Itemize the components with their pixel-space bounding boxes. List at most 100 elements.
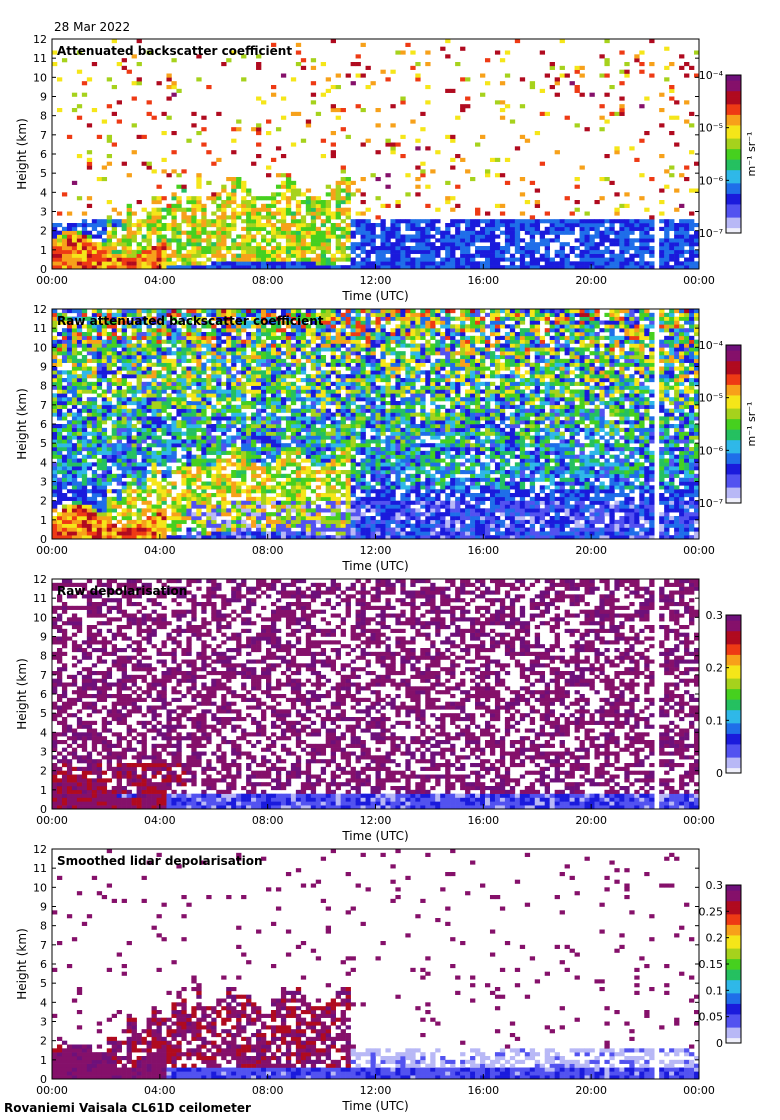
y-tick-label: 8 [40, 380, 47, 393]
colorbar-segment [726, 707, 741, 711]
colorbar-tick-label: 0.2 [706, 932, 724, 945]
x-axis-label: Time (UTC) [341, 829, 408, 843]
colorbar-segment [726, 694, 741, 698]
colorbar-segment [726, 177, 741, 181]
colorbar-segment [726, 662, 741, 666]
x-tick-label: 04:00 [144, 274, 176, 287]
y-tick-label: 4 [40, 996, 47, 1009]
colorbar-segment [726, 675, 741, 679]
colorbar-segment [726, 1014, 741, 1018]
y-tick-label: 8 [40, 110, 47, 123]
x-tick-label: 00:00 [36, 274, 68, 287]
colorbar-segment [726, 898, 741, 902]
y-tick-label: 7 [40, 669, 47, 682]
x-tick-label: 16:00 [467, 814, 499, 827]
colorbar-segment [726, 736, 741, 740]
colorbar-segment [726, 688, 741, 692]
colorbar-segment [726, 998, 741, 1002]
x-tick-label: 20:00 [575, 274, 607, 287]
y-tick-label: 11 [33, 322, 47, 335]
colorbar-segment [726, 885, 741, 889]
colorbar-segment [726, 416, 741, 420]
y-tick-label: 5 [40, 977, 47, 990]
colorbar-segment [726, 381, 741, 385]
colorbar-segment [726, 180, 741, 184]
y-tick-label: 6 [40, 148, 47, 161]
colorbar-segment [726, 749, 741, 753]
colorbar-segment [726, 85, 741, 89]
colorbar-segment [726, 345, 741, 349]
colorbar-segment [726, 759, 741, 763]
colorbar-segment [726, 751, 741, 755]
colorbar-segment [726, 950, 741, 954]
colorbar-segment [726, 678, 741, 682]
y-axis-label: Height (km) [15, 388, 29, 459]
colorbar-segment [726, 146, 741, 150]
colorbar-segment [726, 167, 741, 171]
colorbar-segment [726, 1016, 741, 1020]
colorbar-segment [726, 638, 741, 642]
colorbar-segment [726, 466, 741, 470]
colorbar-segment [726, 439, 741, 443]
colorbar-segment [726, 620, 741, 624]
colorbar-segment [726, 106, 741, 110]
colorbar-segment [726, 937, 741, 941]
colorbar-segment [726, 88, 741, 92]
colorbar-segment [726, 445, 741, 449]
colorbar-segment [726, 350, 741, 354]
colorbar-segment [726, 615, 741, 619]
y-tick-label: 3 [40, 476, 47, 489]
colorbar-segment [726, 185, 741, 189]
colorbar-segment [726, 1035, 741, 1039]
colorbar-segment [726, 468, 741, 472]
y-tick-label: 0 [40, 803, 47, 816]
y-tick-label: 12 [33, 843, 47, 856]
y-tick-label: 3 [40, 206, 47, 219]
y-tick-label: 3 [40, 1016, 47, 1029]
colorbar-segment [726, 135, 741, 139]
colorbar-segment [726, 974, 741, 978]
colorbar-segment [726, 474, 741, 478]
colorbar-segment [726, 625, 741, 629]
colorbar-segment [726, 958, 741, 962]
colorbar-segment [726, 201, 741, 205]
y-tick-label: 6 [40, 958, 47, 971]
y-tick-label: 10 [33, 611, 47, 624]
colorbar-segment [726, 101, 741, 105]
colorbar-tick-label: 0.15 [699, 958, 724, 971]
colorbar-3: 0 0.1 0.2 0.3 [706, 609, 742, 780]
x-tick-label: 00:00 [683, 814, 715, 827]
colorbar-segment [726, 384, 741, 388]
colorbar-segment [726, 479, 741, 483]
colorbar-tick-label: 0 [716, 1037, 723, 1050]
colorbar-segment [726, 704, 741, 708]
colorbar-segment [726, 408, 741, 412]
colorbar-segment [726, 395, 741, 399]
colorbar-segment [726, 355, 741, 359]
y-tick-label: 6 [40, 688, 47, 701]
colorbar-segment [726, 90, 741, 94]
colorbar-segment [726, 1003, 741, 1007]
colorbar-segment [726, 691, 741, 695]
colorbar-segment [726, 400, 741, 404]
colorbar-tick-label: 0.1 [706, 714, 724, 727]
colorbar-segment [726, 622, 741, 626]
colorbar-segment [726, 617, 741, 621]
x-tick-label: 20:00 [575, 544, 607, 557]
colorbar-segment [726, 434, 741, 438]
colorbar-segment [726, 699, 741, 703]
colorbar-segment [726, 455, 741, 459]
colorbar-segment [726, 196, 741, 200]
colorbar-segment [726, 725, 741, 729]
colorbar-segment [726, 765, 741, 769]
colorbar-tick-label: 0.2 [706, 662, 724, 675]
colorbar-tick-label: 10⁻⁵ [699, 122, 723, 135]
y-tick-label: 7 [40, 939, 47, 952]
colorbar-segment [726, 424, 741, 428]
colorbar-segment [726, 458, 741, 462]
colorbar-segment [726, 1011, 741, 1015]
colorbar-segment [726, 93, 741, 97]
colorbar-segment [726, 140, 741, 144]
colorbar-tick-label: 0.1 [706, 984, 724, 997]
colorbar-segment [726, 977, 741, 981]
